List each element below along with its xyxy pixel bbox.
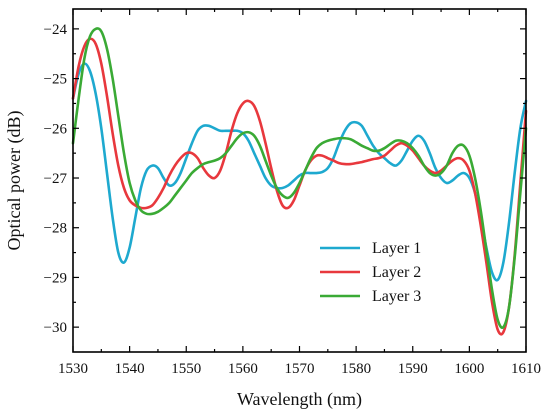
series-layer — [71, 27, 528, 336]
y-tick-label: −30 — [44, 320, 67, 336]
series-line-layer-3 — [71, 27, 528, 330]
x-tick-label: 1570 — [285, 361, 315, 377]
x-tick-label: 1530 — [58, 361, 88, 377]
y-tick-label: −26 — [44, 121, 68, 137]
x-tick-label: 1590 — [398, 361, 428, 377]
x-tick-labels: 1530 1540 1550 1560 1570 1580 1590 1600 1610 — [58, 361, 541, 377]
tick-marks — [72, 9, 527, 352]
y-axis-title: Optical power (dB) — [4, 111, 25, 251]
series-line-layer-1 — [71, 62, 528, 282]
y-tick-label: −28 — [44, 221, 67, 237]
x-tick-label: 1560 — [228, 361, 258, 377]
y-tick-label: −25 — [44, 72, 67, 88]
x-tick-label: 1540 — [115, 361, 145, 377]
y-tick-label: −24 — [44, 22, 68, 38]
y-tick-label: −29 — [44, 270, 67, 286]
legend-label-layer-2: Layer 2 — [372, 264, 421, 281]
x-tick-label: 1580 — [341, 361, 371, 377]
legend: Layer 1 Layer 2 Layer 3 — [320, 240, 421, 305]
legend-label-layer-1: Layer 1 — [372, 240, 421, 257]
y-tick-labels: −30 −29 −28 −27 −26 −25 −24 — [44, 22, 68, 336]
legend-label-layer-3: Layer 3 — [372, 288, 421, 305]
y-tick-label: −27 — [44, 171, 68, 187]
x-tick-label: 1550 — [171, 361, 201, 377]
x-tick-label: 1610 — [511, 361, 541, 377]
x-tick-label: 1600 — [454, 361, 484, 377]
x-axis-title: Wavelength (nm) — [237, 389, 362, 410]
